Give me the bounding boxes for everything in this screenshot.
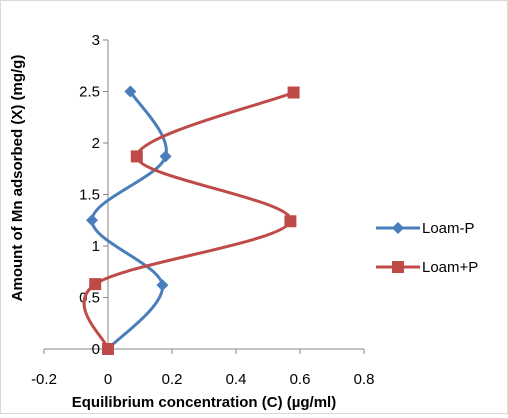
x-axis-title: Equilibrium concentration (C) (µg/ml) <box>72 394 336 411</box>
data-point <box>130 150 143 163</box>
x-tick-label: 0.6 <box>290 371 311 388</box>
x-tick-label: 0.2 <box>162 371 183 388</box>
legend-label: Loam+P <box>422 259 478 276</box>
axes: -0.2 0 0.2 0.4 0.6 0.8 0 0.5 1 1.5 2 2.5 3 <box>31 32 374 388</box>
y-tick-label: 3 <box>92 32 100 49</box>
data-point <box>102 343 114 355</box>
legend-swatch-marker <box>392 222 404 234</box>
data-point <box>287 86 300 99</box>
data-point <box>284 215 297 228</box>
y-tick-label: 2 <box>92 135 100 152</box>
data-point <box>156 279 169 292</box>
x-tick-label: 0 <box>104 371 112 388</box>
legend-item: Loam+P <box>376 259 478 276</box>
y-axis-title: Amount of Mn adsorbed (X) (mg/g) <box>9 55 26 302</box>
series-line <box>82 91 295 350</box>
y-tick-label: 0.5 <box>79 290 100 307</box>
x-tick-label: 0.4 <box>226 371 247 388</box>
y-tick-label: 1 <box>92 238 100 255</box>
series-1 <box>86 85 172 355</box>
x-tick-label: 0.8 <box>354 371 375 388</box>
x-tick-label: -0.2 <box>31 371 57 388</box>
y-tick-label: 0 <box>92 341 100 358</box>
data-point <box>159 150 172 163</box>
plot-area <box>82 85 300 355</box>
legend-label: Loam-P <box>422 220 475 237</box>
legend-item: Loam-P <box>376 220 475 237</box>
series-line <box>90 90 168 351</box>
legend: Loam-P Loam+P <box>376 220 478 276</box>
data-point <box>86 214 98 227</box>
data-point <box>89 278 102 291</box>
series-2 <box>82 86 300 355</box>
y-tick-label: 2.5 <box>79 84 100 101</box>
y-tick-label: 1.5 <box>79 187 100 204</box>
legend-swatch-marker <box>392 261 404 273</box>
data-point <box>124 85 137 98</box>
